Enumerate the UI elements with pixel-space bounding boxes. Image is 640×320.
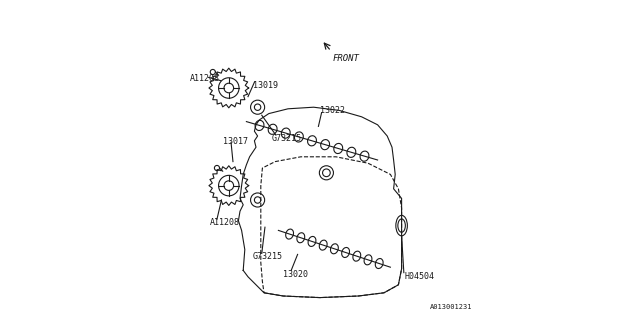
Text: A11208: A11208	[210, 218, 239, 227]
Text: A11208: A11208	[189, 74, 220, 83]
Text: 13019: 13019	[253, 81, 278, 90]
Text: H04504: H04504	[405, 272, 435, 281]
Text: 13017: 13017	[223, 137, 248, 146]
Text: G73215: G73215	[271, 134, 301, 143]
Text: FRONT: FRONT	[333, 54, 360, 63]
Text: 13022: 13022	[320, 106, 345, 115]
Text: 13020: 13020	[283, 270, 308, 279]
Text: G73215: G73215	[252, 252, 282, 261]
Text: A013001231: A013001231	[429, 304, 472, 310]
